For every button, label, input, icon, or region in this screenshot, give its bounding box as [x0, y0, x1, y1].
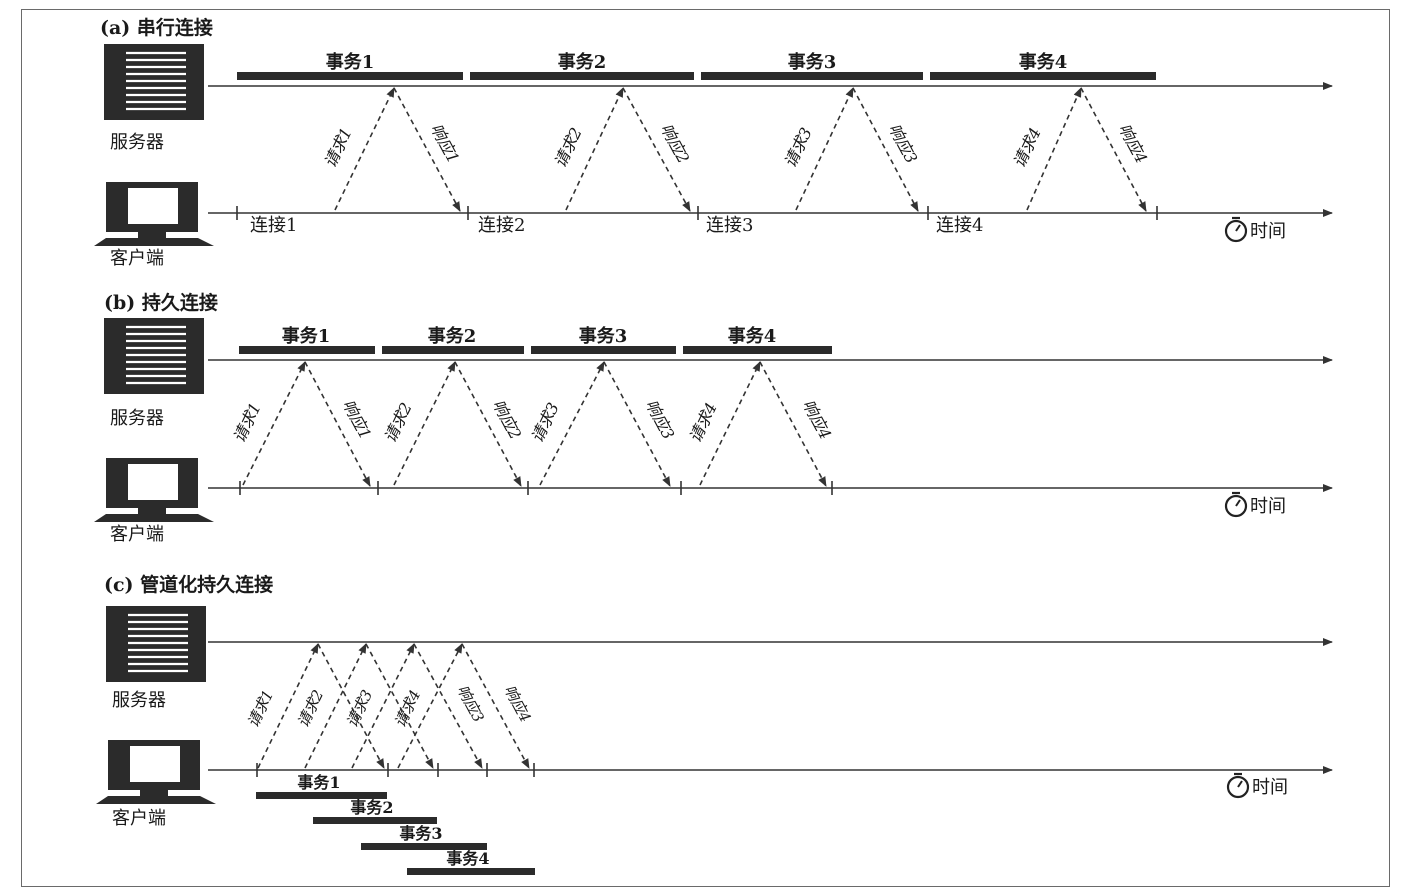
stopwatch-icon — [1226, 772, 1250, 799]
request-arrow — [257, 643, 319, 769]
transaction-bar — [683, 346, 832, 354]
stopwatch-icon — [1224, 491, 1248, 518]
response-arrow — [317, 643, 385, 769]
transaction-label: 事务3 — [399, 824, 442, 843]
request-arrow — [699, 361, 761, 486]
client-label: 客户端 — [110, 248, 164, 269]
client-ticks — [239, 481, 833, 495]
transaction-bar — [701, 72, 923, 80]
panel-persistent: (b) 持久连接 服务器 客户端 事务1 事务2 事务3 事务4 请求1 — [94, 291, 1333, 545]
request-label: 请求2 — [380, 399, 416, 445]
transaction-bar — [361, 843, 487, 850]
request-label: 请求3 — [527, 399, 563, 445]
response-label: 响应3 — [642, 396, 679, 442]
transaction-bar — [470, 72, 694, 80]
transaction-bar — [256, 792, 387, 799]
time-label: 时间 — [1250, 221, 1286, 242]
transaction-bar — [531, 346, 676, 354]
response-arrow — [603, 361, 671, 487]
connection-label: 连接4 — [936, 215, 983, 236]
response-arrow — [759, 361, 827, 487]
connection-label: 连接3 — [706, 215, 753, 236]
server-label: 服务器 — [112, 690, 166, 711]
time-label: 时间 — [1252, 777, 1288, 798]
request-arrow — [795, 87, 854, 211]
client-label: 客户端 — [110, 524, 164, 545]
response-arrow — [461, 643, 530, 769]
transaction-bar — [237, 72, 463, 80]
transaction-label: 事务2 — [558, 51, 607, 73]
request-label: 请求1 — [244, 687, 278, 730]
response-label: 响应3 — [885, 120, 922, 166]
connection-label: 连接2 — [478, 215, 525, 236]
panel-serial: (a) 串行连接 服务器 客户端 事务1 事务2 事务3 事务4 请求1 — [94, 16, 1333, 269]
transaction-label: 事务4 — [446, 849, 489, 868]
connection-label: 连接1 — [250, 215, 297, 236]
transaction-label: 事务1 — [282, 325, 331, 347]
request-label: 请求2 — [550, 124, 586, 170]
transaction-label: 事务4 — [1019, 51, 1068, 73]
request-label: 请求4 — [1009, 124, 1045, 170]
panel-pipelined: (c) 管道化持久连接 服务器 客户端 请求1 请求2 请求3 请求4 响应3 … — [96, 573, 1333, 875]
server-icon — [102, 316, 206, 396]
transaction-label: 事务2 — [350, 798, 393, 817]
transaction-label: 事务3 — [788, 51, 837, 73]
request-arrow — [1026, 87, 1082, 211]
request-label: 请求4 — [391, 687, 425, 730]
response-label: 响应3 — [453, 682, 487, 725]
transaction-bar — [239, 346, 375, 354]
request-label: 请求1 — [229, 399, 265, 445]
panel-title: (c) 管道化持久连接 — [104, 573, 273, 596]
time-label: 时间 — [1250, 496, 1286, 517]
panel-title: (b) 持久连接 — [104, 291, 218, 314]
server-label: 服务器 — [110, 132, 164, 153]
request-arrow — [242, 361, 306, 486]
response-label: 响应4 — [500, 682, 534, 725]
transaction-bar — [382, 346, 524, 354]
transaction-label: 事务1 — [297, 773, 340, 792]
client-label: 客户端 — [112, 808, 166, 829]
request-label: 请求3 — [343, 687, 377, 730]
client-icon — [96, 740, 216, 804]
response-label: 响应4 — [1115, 120, 1152, 166]
response-label: 响应4 — [799, 396, 836, 442]
client-ticks — [256, 763, 535, 777]
response-arrow — [365, 643, 434, 769]
client-ticks — [236, 206, 1158, 220]
request-arrow — [565, 87, 624, 211]
client-icon — [94, 458, 214, 522]
server-icon — [102, 42, 206, 122]
request-arrow — [334, 87, 395, 211]
panel-title: (a) 串行连接 — [100, 16, 213, 39]
transaction-bar — [313, 817, 437, 824]
server-label: 服务器 — [110, 408, 164, 429]
server-icon — [104, 604, 208, 684]
request-label: 请求3 — [780, 124, 816, 170]
transaction-label: 事务4 — [728, 325, 777, 347]
response-arrow — [454, 361, 522, 487]
request-arrow — [393, 361, 456, 486]
transaction-label: 事务3 — [579, 325, 628, 347]
stopwatch-icon — [1224, 216, 1248, 243]
request-label: 请求2 — [294, 687, 328, 730]
transaction-label: 事务1 — [326, 51, 375, 73]
transaction-bar — [407, 868, 535, 875]
transaction-label: 事务2 — [428, 325, 477, 347]
figure-frame — [21, 9, 1390, 887]
client-icon — [94, 182, 214, 246]
transaction-bar — [930, 72, 1156, 80]
request-label: 请求4 — [685, 399, 721, 445]
request-label: 请求1 — [320, 124, 356, 170]
response-arrow — [413, 643, 483, 769]
